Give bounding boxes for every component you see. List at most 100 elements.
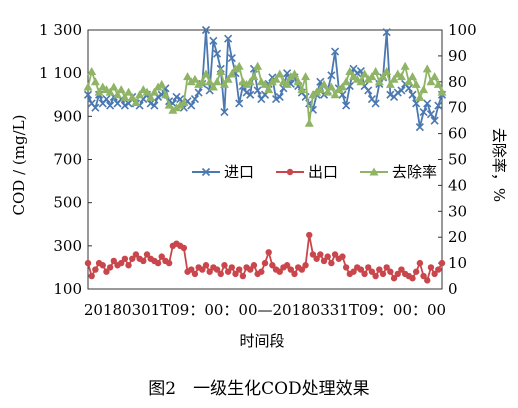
left-y-axis: 1 300 1 100 900 700 500 300 100 <box>39 21 92 298</box>
data-point <box>293 77 303 86</box>
legend-item-2: 出口 <box>276 163 338 181</box>
data-point <box>165 259 173 267</box>
data-point <box>404 77 414 86</box>
data-point <box>99 262 106 269</box>
legend-item-3: 去除率 <box>360 163 437 181</box>
data-point <box>379 270 387 278</box>
data-point <box>132 251 140 258</box>
data-point <box>124 99 133 108</box>
y-axis-label-right: 去除率，% <box>490 128 508 202</box>
data-point <box>105 87 115 96</box>
data-point <box>224 268 232 275</box>
legend-marker <box>286 168 294 176</box>
data-point <box>120 101 129 110</box>
data-point <box>283 262 291 269</box>
data-point <box>83 82 93 91</box>
data-point <box>106 101 115 110</box>
data-point <box>385 79 395 88</box>
data-point <box>330 90 340 99</box>
data-point <box>382 66 392 75</box>
data-point <box>426 110 436 119</box>
data-point <box>158 253 165 260</box>
legend: 进口 出口 去除率 <box>192 163 437 181</box>
legend-marker <box>369 167 379 176</box>
data-point <box>327 71 336 80</box>
data-point <box>224 34 233 43</box>
data-point <box>117 259 125 267</box>
data-point <box>183 72 193 81</box>
data-point <box>258 268 265 275</box>
data-point <box>191 270 199 278</box>
data-point <box>397 86 406 95</box>
data-point <box>412 268 420 275</box>
data-point <box>149 87 159 96</box>
right-tick-label: 90 <box>448 47 467 65</box>
data-point <box>415 123 424 132</box>
data-point <box>92 266 99 273</box>
x-tick-label: 20180301T09：00：00—20180331T09：00：00 <box>84 301 446 319</box>
right-tick-label: 0 <box>448 280 458 298</box>
data-point <box>426 77 436 86</box>
data-point <box>160 90 170 99</box>
data-point <box>250 262 258 269</box>
data-point <box>110 257 118 265</box>
data-point <box>146 99 155 108</box>
data-point <box>127 92 137 101</box>
data-point <box>315 85 325 94</box>
data-point <box>199 266 206 273</box>
data-point <box>326 82 336 91</box>
data-point <box>341 77 351 86</box>
data-point <box>430 116 439 125</box>
figure-caption: 图2 一级生化COD处理效果 <box>148 379 370 399</box>
data-point <box>416 259 424 267</box>
data-point <box>208 82 218 91</box>
data-point <box>220 107 229 117</box>
data-point <box>172 92 181 101</box>
data-point <box>360 69 370 78</box>
data-point <box>94 87 104 96</box>
data-point <box>287 266 295 273</box>
data-point <box>420 272 427 280</box>
data-point <box>180 244 188 252</box>
data-point <box>234 61 244 70</box>
data-point <box>297 85 307 94</box>
data-point <box>150 101 159 110</box>
data-point <box>398 266 405 273</box>
data-point <box>411 79 421 88</box>
data-point <box>371 66 381 75</box>
data-point <box>376 266 383 273</box>
data-point <box>201 69 211 78</box>
data-point <box>400 61 410 70</box>
data-point <box>301 72 311 81</box>
data-point <box>424 277 431 284</box>
data-point <box>212 77 222 86</box>
data-point <box>146 92 156 101</box>
data-point <box>129 255 136 262</box>
series-2 <box>84 231 446 284</box>
data-point <box>131 98 141 107</box>
data-point <box>438 259 446 267</box>
data-point <box>271 74 281 83</box>
data-point <box>245 77 255 86</box>
data-point <box>264 85 274 94</box>
data-point <box>374 77 384 86</box>
left-tick-label: 300 <box>53 237 82 255</box>
data-point <box>194 88 203 97</box>
data-point <box>157 79 167 88</box>
data-point <box>113 90 122 99</box>
data-point <box>223 74 233 83</box>
right-tick-label: 50 <box>448 151 467 169</box>
data-point <box>235 266 243 273</box>
data-point <box>106 264 114 271</box>
data-point <box>143 251 151 258</box>
data-point <box>365 264 372 271</box>
data-point <box>306 231 313 239</box>
data-point <box>409 275 416 282</box>
data-point <box>431 270 438 278</box>
data-point <box>260 79 270 88</box>
right-tick-label: 70 <box>448 99 467 117</box>
data-point <box>247 266 254 273</box>
data-point <box>302 262 309 269</box>
data-point <box>253 61 263 70</box>
